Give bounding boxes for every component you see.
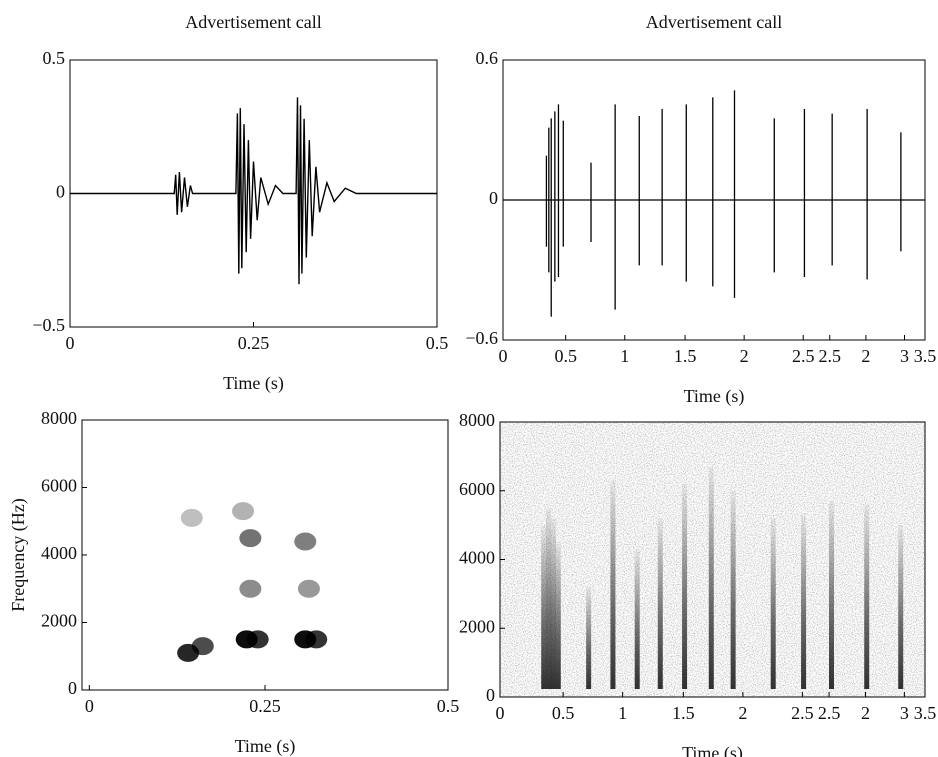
chart-title: Advertisement call [646,12,782,32]
x-tick-label: 2.5 [791,703,814,723]
y-tick-label: 6000 [41,476,77,496]
x-tick-label: 0 [496,703,505,723]
x-tick-label: 2 [738,703,747,723]
spectral-blob [239,579,262,598]
x-tick-label: 0 [499,346,508,366]
y-tick-label: 0.5 [43,48,66,68]
x-tick-label: 3.5 [914,346,937,366]
x-tick-label: 2 [861,703,870,723]
streak [634,549,640,689]
y-tick-label: −0.5 [32,315,65,335]
y-tick-label: 0 [486,685,495,705]
y-tick-label: 4000 [459,548,495,568]
streak [550,518,556,689]
streak [682,483,688,689]
y-tick-label: 8000 [41,408,77,428]
y-tick-label: 0.6 [476,48,499,68]
y-tick-label: 6000 [459,479,495,499]
x-tick-label: 0 [85,696,94,716]
x-axis-label: Time (s) [223,373,284,394]
x-tick-label: 2.5 [792,346,815,366]
plot-frame [81,419,449,691]
chart-title: Advertisement call [185,12,321,32]
streak [657,518,663,689]
x-tick-label: 0.5 [437,696,460,716]
x-tick-label: 1.5 [672,703,695,723]
x-tick-label: 0.5 [426,333,449,353]
streak [541,525,547,689]
spectral-blob [305,630,328,649]
streak [801,514,807,689]
waveform [70,97,437,285]
streak [730,490,736,689]
streak [586,587,592,689]
spectral-blob [294,532,317,551]
x-tick-label: 0.25 [249,696,281,716]
streak [829,501,834,689]
streak [610,480,616,689]
y-tick-label: 4000 [41,543,77,563]
y-tick-label: 0 [56,182,65,202]
y-tick-label: 0 [489,188,498,208]
spectral-blob [239,529,262,548]
x-tick-label: 3 [900,703,909,723]
streak [555,542,561,689]
spectral-blob [246,630,269,649]
x-axis-label: Time (s) [684,386,745,407]
spectral-blob [180,508,203,527]
streak [864,504,870,689]
x-tick-label: 0.5 [554,346,577,366]
x-tick-label: 0.5 [552,703,575,723]
spectral-blob [191,637,214,656]
x-tick-label: 2 [740,346,749,366]
spectral-blob [232,502,255,521]
x-tick-label: 2.5 [818,703,841,723]
y-tick-label: −0.6 [465,328,498,348]
streak [546,507,552,689]
y-tick-label: 8000 [459,410,495,430]
x-axis-label: Time (s) [682,743,743,757]
x-axis-label: Time (s) [235,736,296,757]
x-tick-label: 1 [618,703,627,723]
y-tick-label: 2000 [41,611,77,631]
streak [770,518,776,689]
x-tick-label: 1.5 [674,346,697,366]
spectral-blob [297,579,320,598]
x-tick-label: 0.25 [238,333,270,353]
x-tick-label: 3.5 [914,703,937,723]
streak [898,525,904,689]
y-tick-label: 2000 [459,616,495,636]
y-axis-label: Frequency (Hz) [8,498,29,611]
x-tick-label: 3 [900,346,909,366]
x-tick-label: 1 [620,346,629,366]
x-tick-label: 2.5 [818,346,841,366]
y-tick-label: 0 [68,678,77,698]
x-tick-label: 2 [861,346,870,366]
streak [708,466,714,689]
x-tick-label: 0 [66,333,75,353]
